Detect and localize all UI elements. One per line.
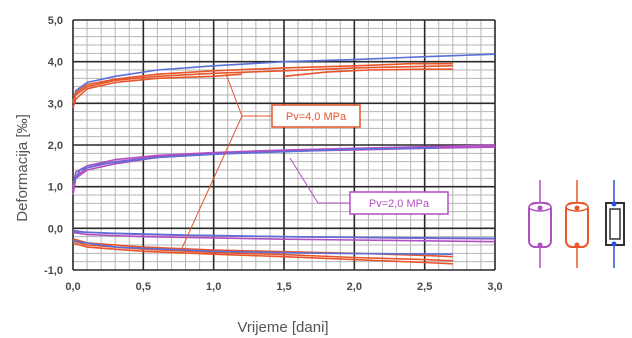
y-tick-label: 5,0 — [48, 15, 63, 27]
leader-line — [225, 73, 243, 117]
series-line-4 — [72, 62, 453, 102]
annotation-box-pv4 — [271, 104, 361, 128]
gauge-specimen-icon — [605, 180, 625, 268]
x-tick-label: 1,5 — [276, 281, 291, 293]
purple-specimen-icon — [528, 180, 552, 268]
orange-specimen-icon — [565, 180, 589, 268]
leader-line — [181, 115, 243, 249]
x-tick-label: 3,0 — [487, 281, 502, 293]
series-line-16 — [72, 240, 453, 255]
x-axis-title: Vrijeme [dani] — [237, 319, 328, 336]
y-axis-title: Deformacija [‰] — [14, 114, 31, 222]
annotation-leaders — [181, 73, 350, 249]
y-tick-label: 2,0 — [48, 140, 63, 152]
series-line-5 — [283, 68, 453, 78]
x-tick-label: 0,0 — [65, 281, 80, 293]
series-line-9 — [72, 147, 439, 183]
y-tick-label: 1,0 — [48, 182, 63, 194]
y-tick-label: 3,0 — [48, 98, 63, 110]
x-tick-label: 1,0 — [206, 281, 221, 293]
x-tick-label: 0,5 — [136, 281, 151, 293]
series-group — [72, 53, 496, 265]
y-tick-label: 4,0 — [48, 57, 63, 69]
grid — [72, 19, 496, 271]
leader-line — [289, 157, 319, 204]
tick-labels: 0,0 0,5 1,0 1,5 2,0 2,5 3,0-1,00,01,02,03,04,0… — [44, 15, 503, 293]
series-line-13 — [72, 242, 453, 265]
series-line-12 — [72, 230, 496, 240]
series-line-2 — [72, 73, 242, 108]
x-tick-label: 2,0 — [347, 281, 362, 293]
series-line-1 — [72, 53, 496, 104]
x-tick-label: 2,5 — [417, 281, 432, 293]
annotation-pv4: Pv=4,0 MPa — [286, 111, 347, 123]
series-line-11 — [72, 231, 496, 243]
series-line-3 — [72, 65, 453, 104]
annotation-pv2: Pv=2,0 MPa — [369, 198, 430, 210]
y-tick-label: 0,0 — [48, 223, 63, 235]
annotation-box-pv2 — [349, 191, 449, 215]
y-tick-label: -1,0 — [44, 265, 63, 277]
series-line-14 — [72, 240, 453, 262]
